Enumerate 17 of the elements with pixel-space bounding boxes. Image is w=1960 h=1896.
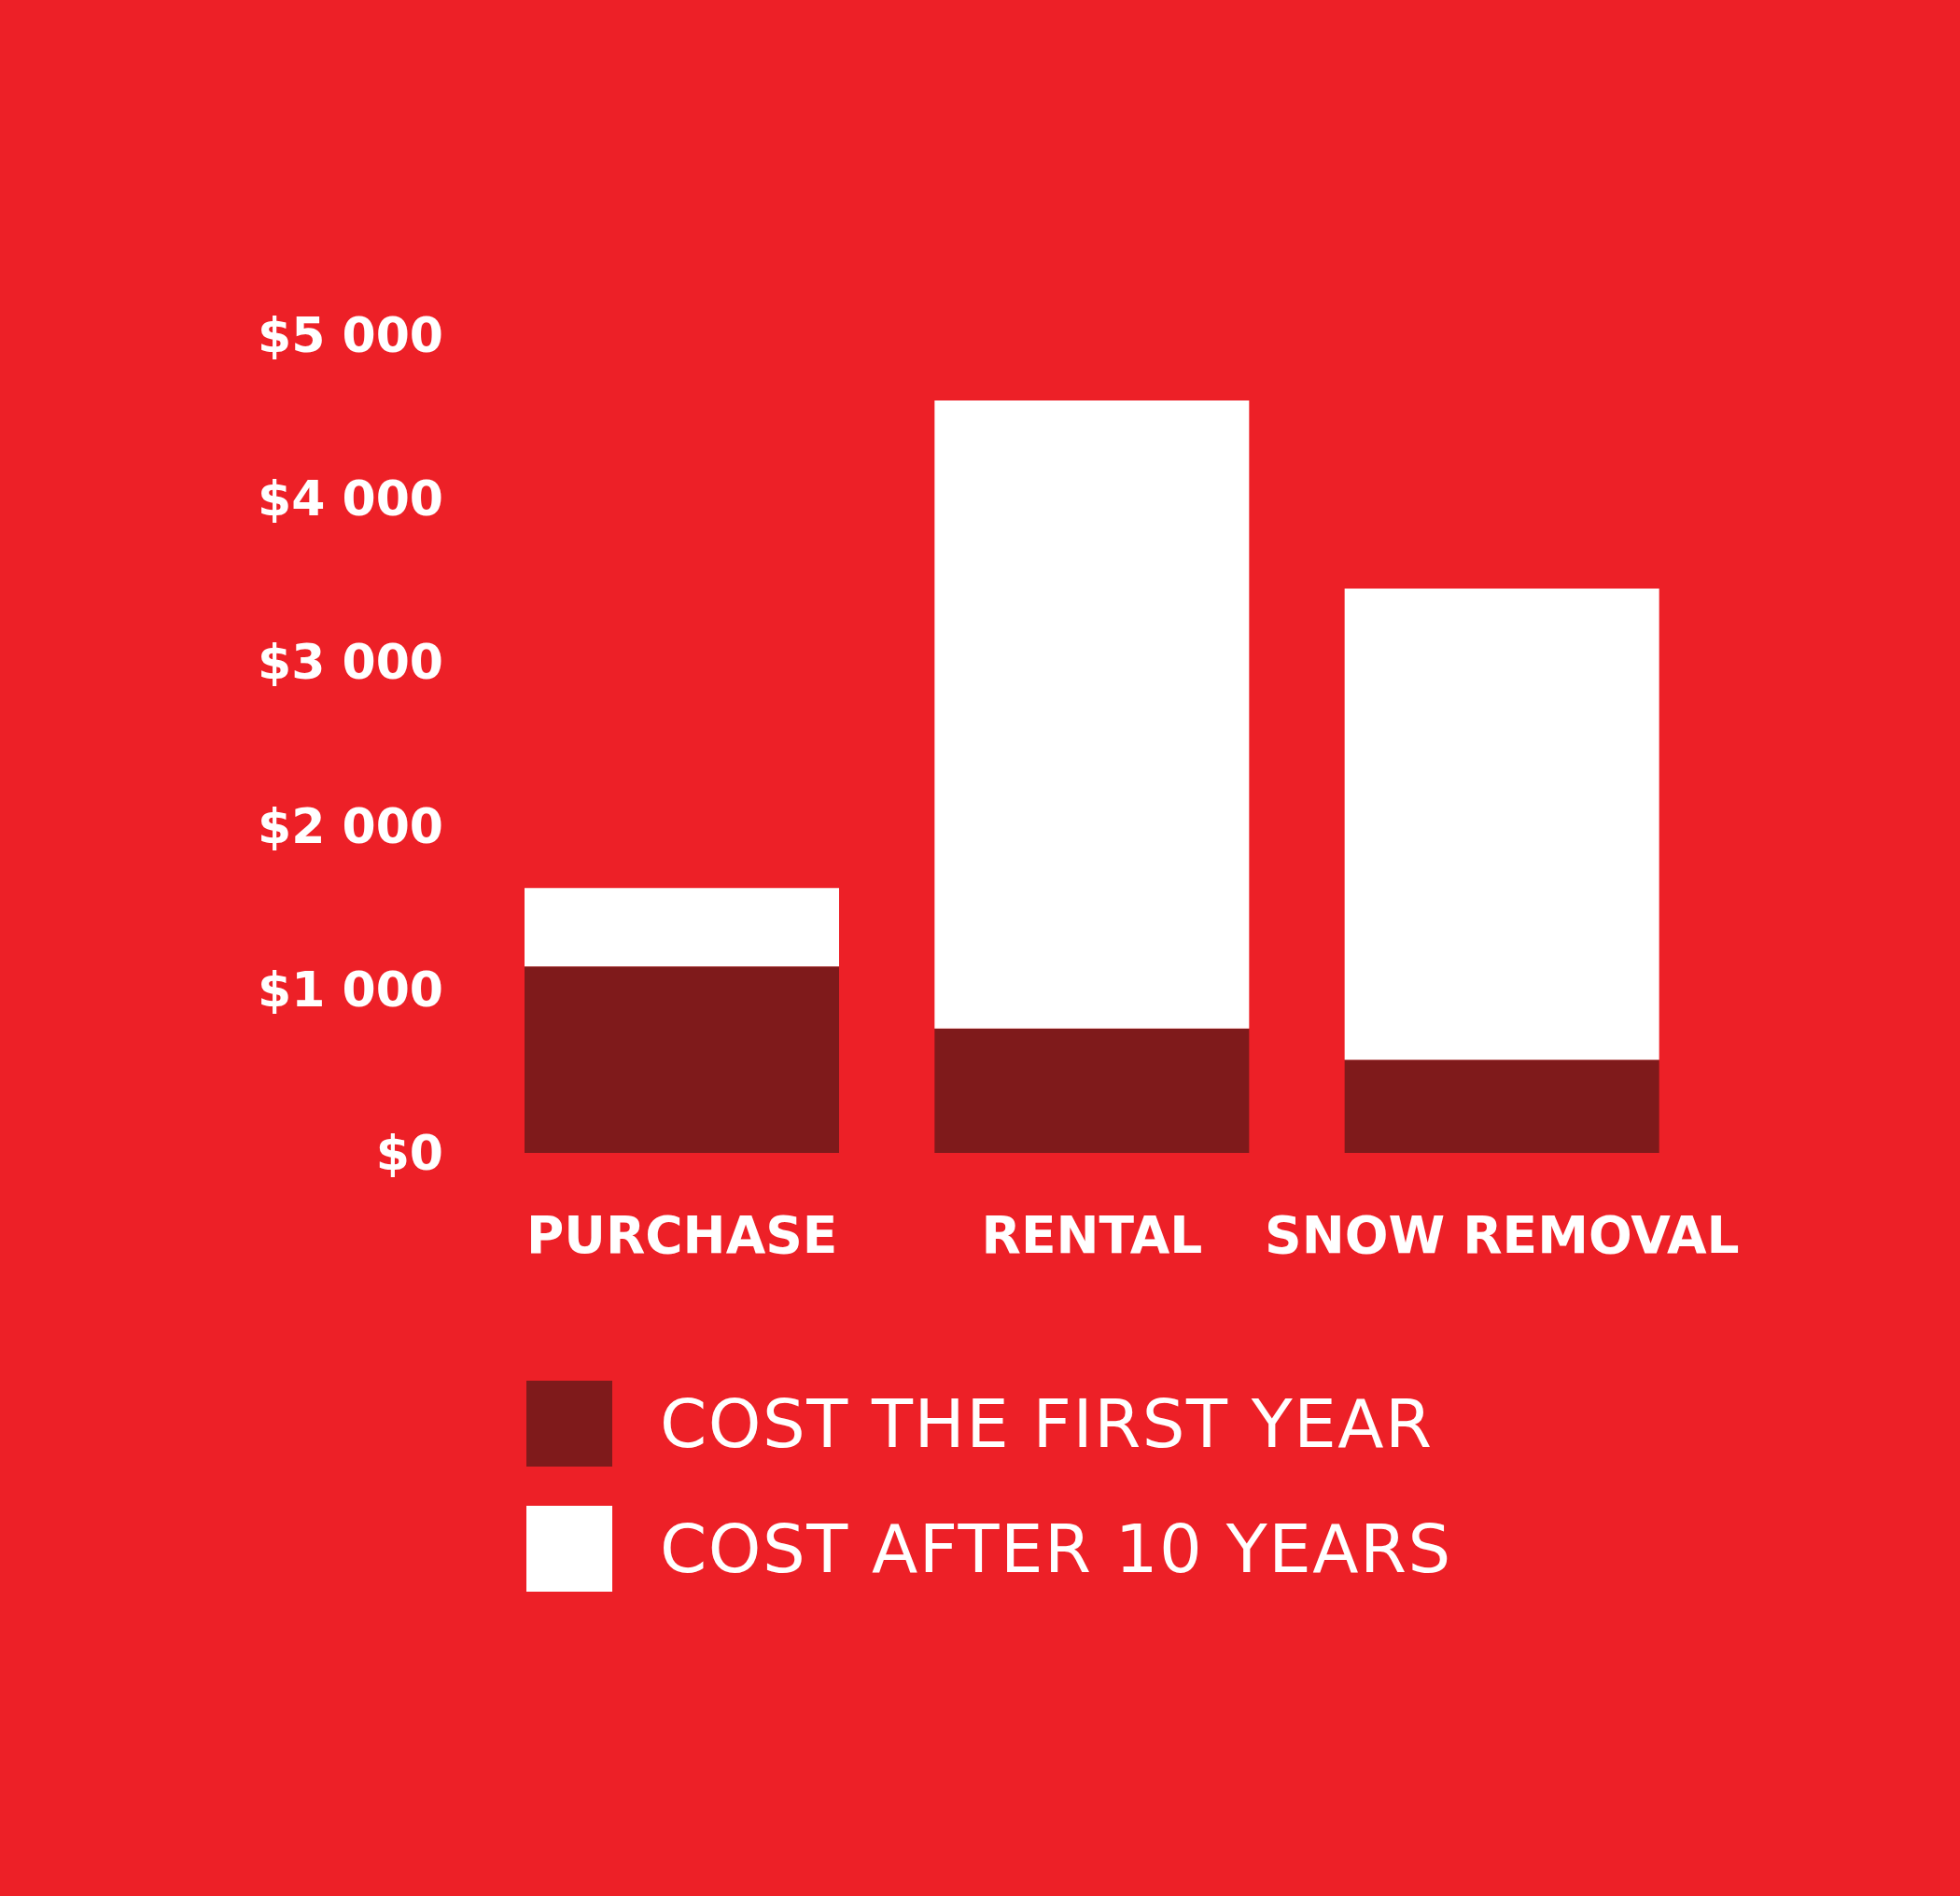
- y-tick-label: $0: [375, 1125, 443, 1181]
- y-tick-label: $1 000: [257, 961, 443, 1018]
- bar: [525, 966, 839, 1153]
- x-tick-label: RENTAL: [981, 1205, 1203, 1265]
- x-tick-label: PURCHASE: [525, 1205, 838, 1265]
- legend-label: COST THE FIRST YEAR: [660, 1384, 1434, 1463]
- y-tick-label: $4 000: [257, 470, 443, 527]
- y-tick-label: $3 000: [257, 634, 443, 691]
- bar: [525, 888, 839, 967]
- bar: [1344, 588, 1659, 1060]
- y-tick-label: $5 000: [257, 307, 443, 363]
- bar: [934, 1028, 1250, 1153]
- y-tick-label: $2 000: [257, 797, 443, 854]
- bar: [1344, 1060, 1659, 1153]
- legend-label: COST AFTER 10 YEARS: [660, 1510, 1452, 1588]
- x-tick-label: SNOW REMOVAL: [1265, 1205, 1740, 1265]
- bar: [934, 400, 1250, 1029]
